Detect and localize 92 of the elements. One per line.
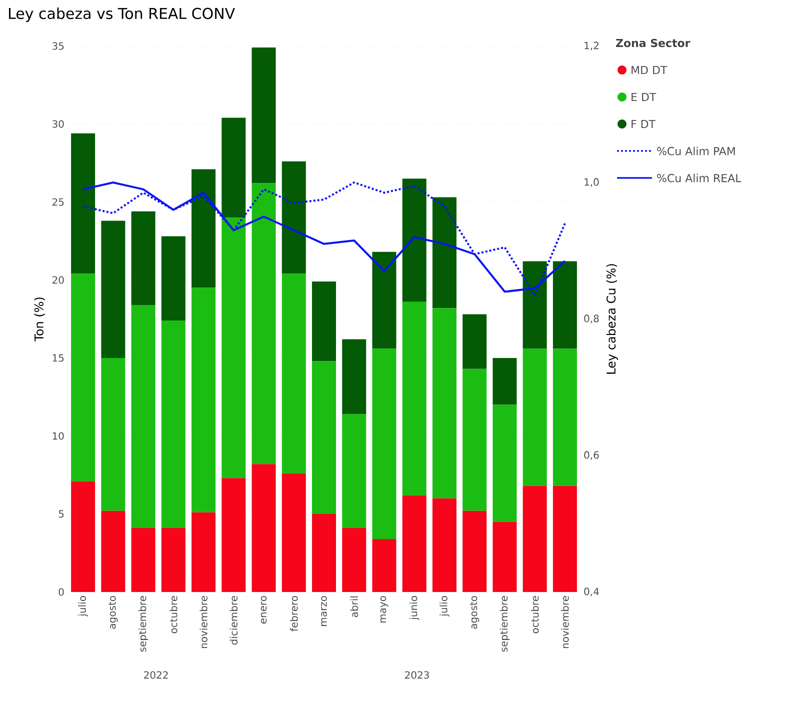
y-tick-label: 25 [52,198,64,206]
bar [282,161,306,274]
bar [522,486,547,592]
bar [432,498,456,592]
legend-title: Zona Sector [616,38,690,48]
bar [342,339,366,414]
legend-label: MD DT [632,66,668,74]
bar [252,183,276,464]
bar [552,261,577,349]
x-tick-label: octubre [170,596,178,634]
x-tick-label: febrero [290,596,298,632]
bar [131,211,156,305]
bar [222,478,246,592]
y2-tick-label: 1,2 [584,42,598,50]
x-tick-label: agosto [470,596,480,629]
legend-label: %Cu Alim PAM [657,146,735,156]
x-tick-label: noviembre [561,596,569,648]
x-tick-label: noviembre [200,596,208,648]
bar [402,495,426,592]
text: 2023 [405,671,429,679]
bar [492,358,517,405]
legend-label: F DT [632,120,656,128]
bar [71,133,96,274]
bar [432,197,456,308]
bar [192,288,216,512]
bar [192,512,216,592]
bar [522,348,547,486]
y2-tick-label: 0,4 [584,588,599,596]
bar [462,314,487,369]
y-tick-label: 15 [52,354,64,362]
y-tick-label: 10 [52,432,64,440]
bar [161,528,186,592]
y-tick-label: 5 [58,510,64,518]
bar [161,236,186,321]
y2-tick-label: 0,6 [584,451,599,460]
bar [222,118,246,218]
bar [282,274,306,474]
y-axis-title: Ton (%) [34,298,45,342]
bar [402,302,426,496]
bar [552,486,577,592]
bar [462,368,487,511]
bar [101,358,126,511]
bar [101,510,126,592]
bar [101,220,126,358]
bar [252,464,276,592]
bar [342,414,366,528]
bar [71,274,96,482]
x-tick-label: mayo [380,596,388,623]
y-tick-label: 0 [58,588,64,596]
bar [192,169,216,288]
bar [252,48,276,184]
bar [131,304,156,528]
x-tick-label: julio [78,596,88,616]
legend-label: E DT [632,92,656,101]
bar [222,218,246,478]
y-tick-label: 20 [52,276,64,284]
y2-axis-title: Ley cabeza Cu (%) [606,264,618,374]
bar [492,404,517,522]
text: 2022 [144,671,168,679]
bar [372,538,396,592]
x-tick-label: octubre [530,596,539,634]
bar [131,528,156,592]
bar [492,522,517,592]
y-tick-label: 35 [52,42,64,50]
x-tick-label: septiembre [500,596,510,652]
x-tick-label: diciembre [230,596,238,645]
bar [552,348,577,486]
x-tick-label: enero [260,596,267,624]
bar [161,320,186,528]
bar [462,510,487,592]
x-tick-label: julio [440,596,450,616]
bar [342,528,366,592]
bar [402,178,426,302]
bar [312,282,336,362]
x-tick-label: marzo [321,596,327,626]
legend-label: %Cu Alim REAL [657,174,742,182]
bar [312,514,336,592]
bar [522,261,547,349]
y2-tick-label: 0,8 [584,314,599,324]
bar [282,473,306,592]
x-tick-label: abril [350,596,358,618]
bar [432,308,456,498]
chart-title: Ley cabeza vs Ton REAL CONV [9,8,235,22]
bar [71,481,96,592]
x-tick-label: agosto [108,596,118,629]
y2-tick-label: 1,0 [584,178,599,187]
bar [372,252,396,349]
bar [372,348,396,539]
x-tick-label: septiembre [138,596,148,652]
y-tick-label: 30 [52,120,64,128]
x-tick-label: junio [410,596,420,620]
bar [312,361,336,514]
